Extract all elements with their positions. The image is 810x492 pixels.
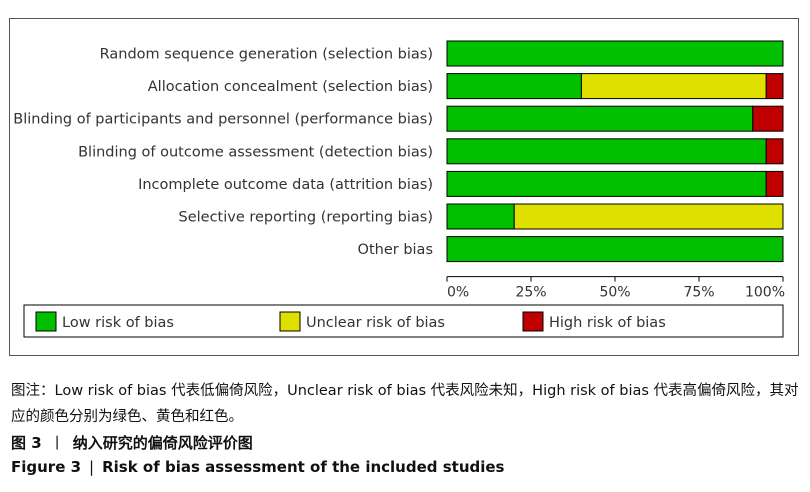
x-tick-label: 75% [683,285,714,301]
figure-cn-title: 纳入研究的偏倚风险评价图 [72,434,253,452]
figure-cn-separator: 丨 [49,434,65,452]
bar-segment [765,170,784,197]
category-label: Blinding of participants and personnel (… [13,112,433,128]
bar-segment [446,138,767,165]
x-tick-label: 0% [447,285,469,301]
x-tick-label: 100% [745,285,785,301]
bar-segment [752,105,784,132]
legend-swatch [279,311,301,332]
figure-en-title: Risk of bias assessment of the included … [102,458,505,476]
legend-swatch [35,311,57,332]
bar-segment [765,138,784,165]
legend-label: High risk of bias [549,315,666,331]
figure-cn-label: 图 3 [11,434,42,452]
legend-label: Low risk of bias [62,315,174,331]
legend-swatch [522,311,544,332]
legend-label: Unclear risk of bias [306,315,445,331]
figure-en-separator: | [89,458,95,476]
bar-segment [580,73,767,100]
category-label: Other bias [358,242,433,258]
figure-caption-en: Figure 3 | Risk of bias assessment of the … [11,458,504,476]
figure-note: 图注：Low risk of bias 代表低偏倚风险，Unclear risk… [11,383,799,425]
figure-frame: Random sequence generation (selection bi… [9,18,799,356]
x-tick-label: 25% [515,285,546,301]
bar-segment [446,170,767,197]
category-label: Selective reporting (reporting bias) [179,210,434,226]
bar-segment [446,236,784,263]
bar-segment [513,203,784,230]
figure-en-label: Figure 3 [11,458,82,476]
risk-of-bias-chart: Random sequence generation (selection bi… [13,40,785,338]
figure-caption-cn: 图 3 丨纳入研究的偏倚风险评价图 [11,432,253,453]
category-label: Blinding of outcome assessment (detectio… [78,144,433,160]
category-label: Random sequence generation (selection bi… [100,47,433,63]
category-label: Incomplete outcome data (attrition bias) [138,177,433,193]
bar-segment [446,203,515,230]
bar-segment [446,105,754,132]
x-tick-label: 50% [599,285,630,301]
bar-segment [765,73,784,100]
bar-segment [446,40,784,67]
legend-box [23,304,784,338]
bar-segment [446,73,582,100]
category-label: Allocation concealment (selection bias) [148,79,433,95]
